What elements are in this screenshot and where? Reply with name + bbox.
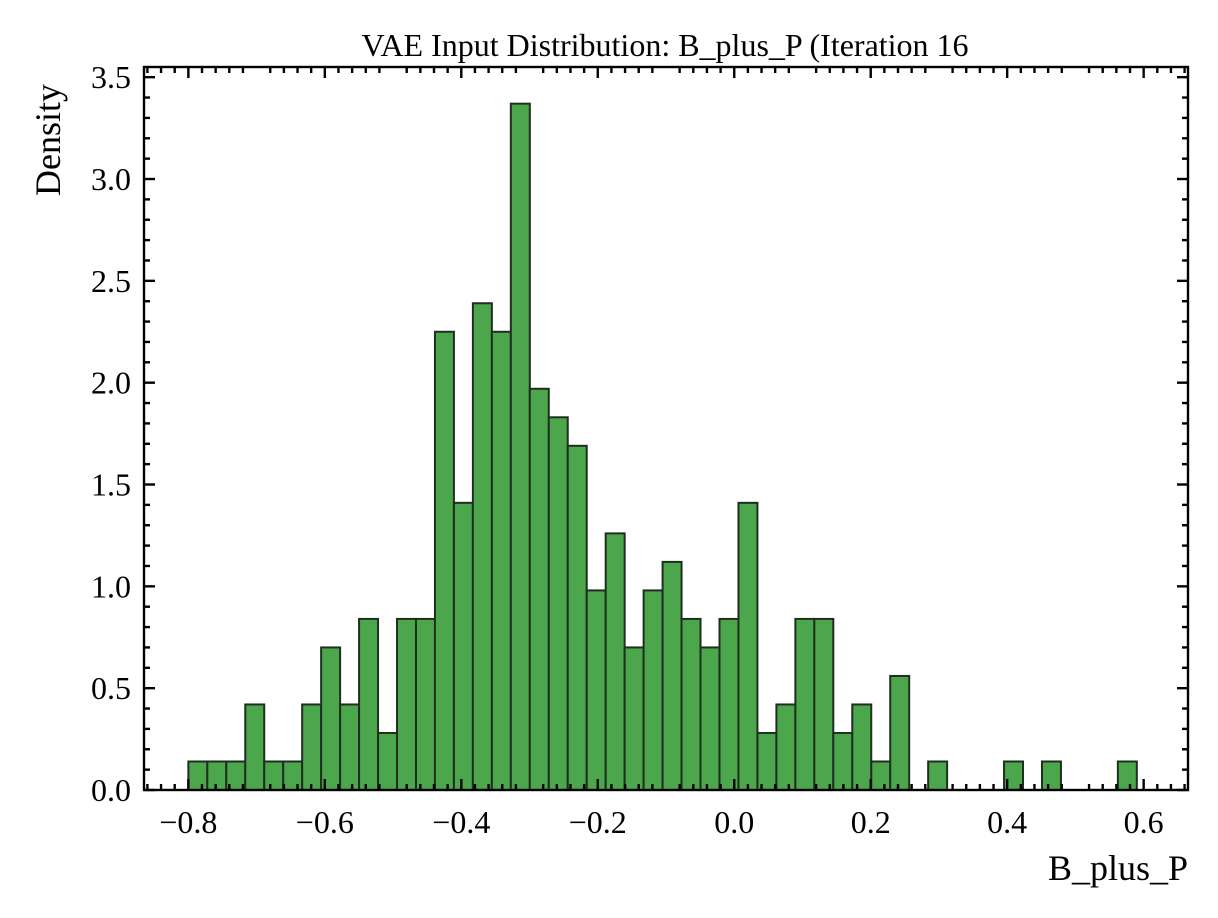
histogram-bar (661, 560, 683, 792)
histogram-bar (623, 646, 645, 792)
histogram-bar (775, 703, 797, 791)
histogram-bar (642, 589, 664, 791)
histogram-bar (377, 731, 399, 792)
x-tick-label: −0.8 (159, 804, 217, 840)
histogram-bar (756, 731, 778, 792)
x-tick-label: 0.0 (714, 804, 754, 840)
histogram-bar (1040, 760, 1062, 791)
x-axis-label: B_plus_P (1048, 848, 1188, 888)
histogram-bar (528, 387, 550, 791)
histogram-bar (889, 674, 911, 791)
histogram-bar (339, 703, 361, 791)
histogram-bar (566, 444, 588, 791)
histogram-bar (718, 617, 740, 791)
histogram-bar (737, 501, 759, 791)
histogram-bars (187, 102, 1138, 792)
histogram-bar (680, 617, 702, 791)
y-tick-label: 2.0 (91, 365, 131, 401)
histogram-bar (547, 416, 569, 791)
x-tick-label: −0.4 (432, 804, 490, 840)
histogram-bar (927, 760, 949, 791)
y-tick-label: 0.0 (91, 772, 131, 808)
y-tick-label: 3.5 (91, 59, 131, 95)
x-tick-label: −0.6 (296, 804, 354, 840)
x-tick-labels: −0.8 −0.6 −0.4 −0.2 0.0 0.2 0.4 0.6 (159, 804, 1163, 840)
histogram-bar (832, 731, 854, 792)
histogram-bar (813, 617, 835, 791)
histogram-bar (870, 760, 892, 791)
x-tick-label: 0.4 (987, 804, 1027, 840)
histogram-bar (851, 703, 873, 791)
histogram-bar (396, 617, 417, 791)
histogram-bar (244, 703, 266, 791)
histogram-bar (471, 302, 493, 791)
histogram-bar (509, 102, 531, 791)
histogram-bar (414, 617, 436, 791)
x-tick-label: 0.6 (1124, 804, 1164, 840)
plot-frame (142, 65, 1190, 792)
histogram-bar (604, 532, 626, 791)
y-tick-label: 0.5 (91, 670, 131, 706)
y-tick-label: 1.5 (91, 467, 131, 503)
histogram-bar (699, 646, 721, 792)
histogram-bar (433, 330, 455, 791)
y-tick-labels: 0.0 0.5 1.0 1.5 2.0 2.5 3.0 3.5 (91, 59, 131, 808)
y-axis-label: Density (28, 84, 68, 196)
histogram-bar (301, 703, 323, 791)
histogram-bar (282, 760, 304, 791)
histogram-bar (187, 760, 209, 791)
histogram-bar (490, 330, 512, 791)
histogram-bar (263, 760, 285, 791)
y-tick-label: 1.0 (91, 568, 131, 604)
chart-title: VAE Input Distribution: B_plus_P (Iterat… (361, 27, 968, 63)
histogram-bar (794, 617, 816, 791)
histogram-bar (1116, 760, 1138, 791)
histogram-bar (320, 646, 342, 792)
histogram-bar (452, 501, 474, 791)
histogram-bar (585, 589, 607, 791)
x-tick-label: −0.2 (569, 804, 627, 840)
x-tick-label: 0.2 (851, 804, 891, 840)
histogram-bar (358, 617, 380, 791)
y-tick-label: 2.5 (91, 263, 131, 299)
y-tick-label: 3.0 (91, 161, 131, 197)
